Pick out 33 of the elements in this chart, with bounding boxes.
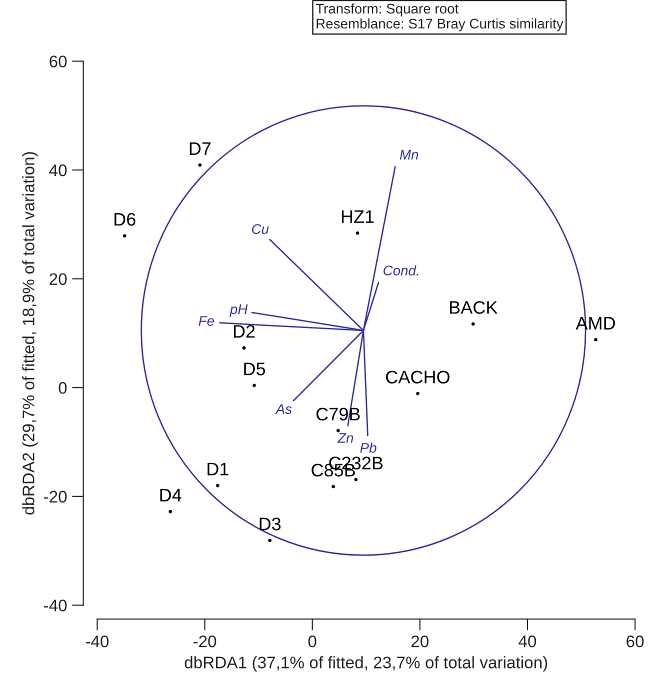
y-tick-label: 20 [50,273,67,286]
data-label: D5 [244,362,266,376]
data-label: BACK [450,301,498,314]
series-label: Mn [400,150,418,160]
data-label: D4 [160,488,182,502]
x-tick-label: 40 [518,636,536,648]
series-label: As [275,404,292,414]
text: Transform: Square root Resemblance: S17 Bray Curtis similarity [316,3,564,32]
series-label: Cu [252,224,269,234]
series-label: Cond. [384,265,418,276]
y-tick-label: 0 [58,382,67,394]
x-tick-label: -20 [193,636,216,648]
data-label: D1 [208,462,228,476]
data-label: HZ1 [342,210,374,223]
x-tick-label: 60 [626,636,644,648]
y-tick-label: -20 [44,490,67,503]
series-label: Zn [337,433,354,443]
data-label: CACHO [386,370,450,384]
x-tick-label: 20 [411,636,429,648]
data-label: D3 [260,518,281,530]
series-label: Pb [360,442,376,453]
y-tick-label: 60 [50,56,67,68]
data-label: D7 [190,142,211,155]
x-axis-title: dbRDA1 (37,1% of fitted, 23,7% of total variation) [184,656,548,672]
y-axis-title: dbRDA2 (29,7% of fitted, 18,9% of total variation) [22,152,38,515]
series-label: pH [230,304,248,317]
data-label: D6 [114,212,136,226]
x-tick-label: 0 [308,636,316,648]
y-tick-label: -40 [44,600,67,612]
data-label: D2 [234,325,255,338]
series-label: Fe [198,316,214,326]
x-tick-label: -40 [86,636,109,648]
y-tick-label: 40 [49,164,67,176]
